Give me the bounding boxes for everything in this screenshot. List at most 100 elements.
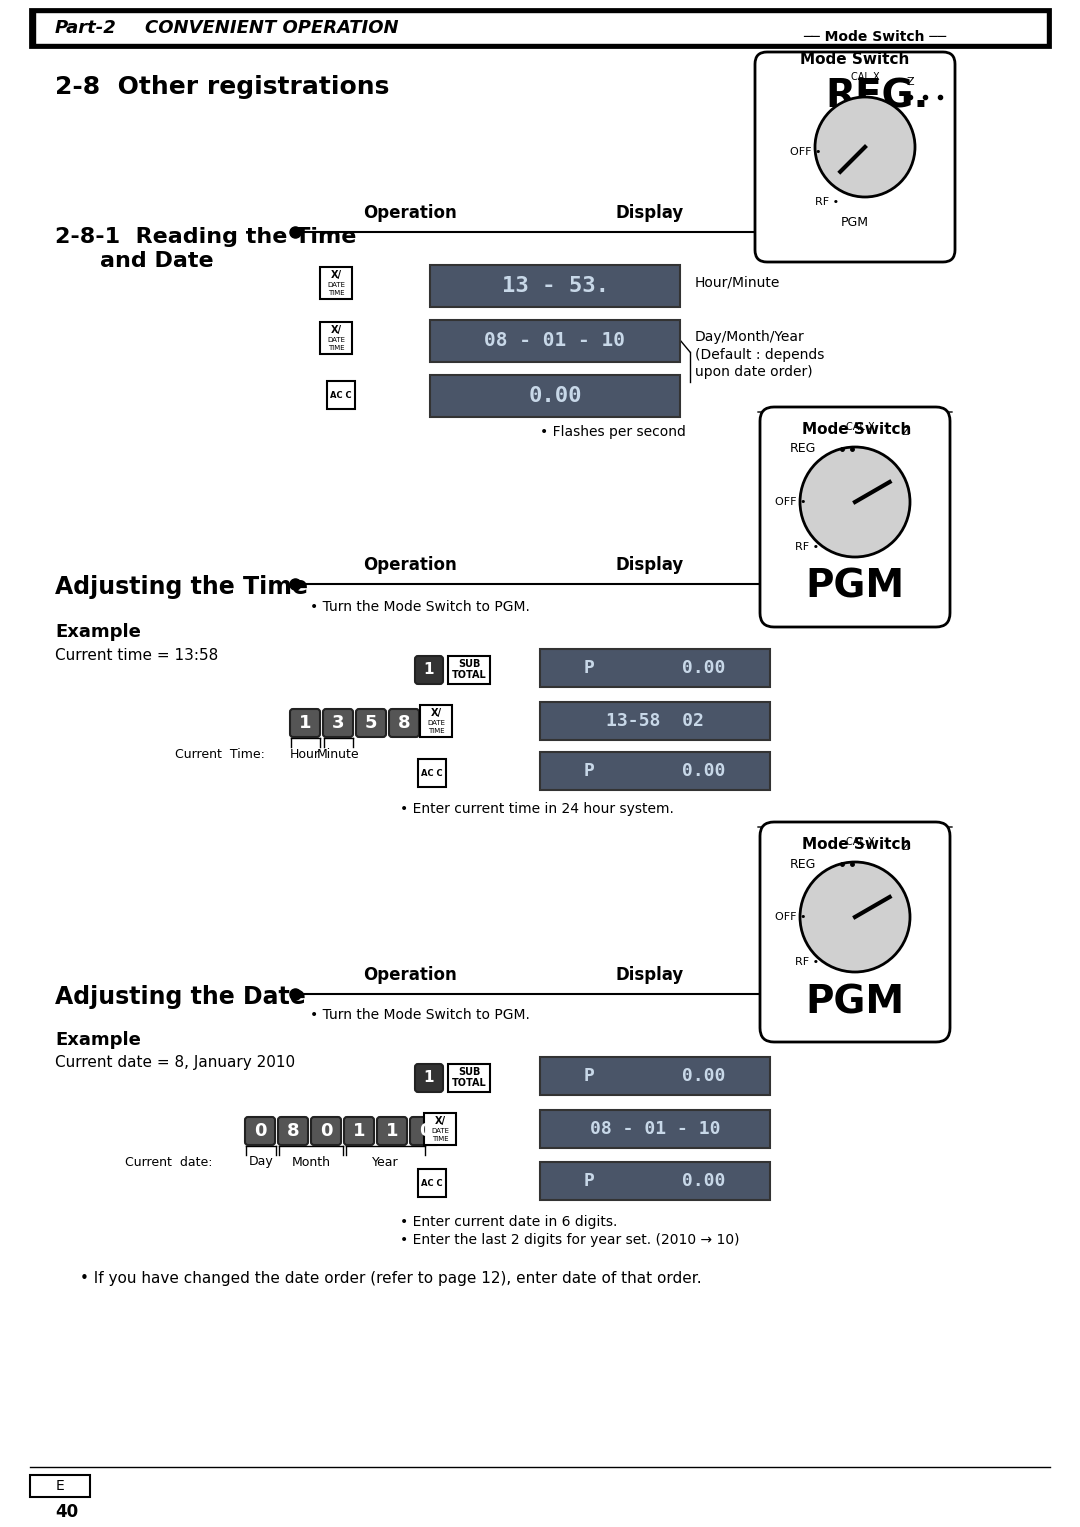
- Text: PGM: PGM: [841, 215, 869, 229]
- Text: Operation: Operation: [363, 967, 457, 983]
- Bar: [540, 1110, 770, 1148]
- Text: upon date order): upon date order): [696, 365, 812, 379]
- FancyBboxPatch shape: [410, 1116, 440, 1145]
- Text: Mode Switch: Mode Switch: [802, 421, 912, 437]
- Text: AC C: AC C: [330, 391, 352, 400]
- Text: (Default : depends: (Default : depends: [696, 348, 824, 362]
- Text: DATE: DATE: [427, 719, 445, 725]
- Text: DATE: DATE: [327, 336, 345, 342]
- Text: RF •: RF •: [815, 197, 839, 208]
- Text: 1: 1: [353, 1122, 365, 1141]
- Text: Example: Example: [55, 1031, 140, 1049]
- Text: REG.: REG.: [825, 78, 929, 116]
- Text: Display: Display: [616, 556, 684, 574]
- FancyBboxPatch shape: [415, 1064, 443, 1092]
- Text: AC C: AC C: [421, 768, 443, 777]
- Text: 3: 3: [332, 715, 345, 731]
- Text: 1: 1: [423, 1070, 434, 1086]
- Text: 2-8  Other registrations: 2-8 Other registrations: [55, 75, 390, 99]
- FancyBboxPatch shape: [415, 657, 443, 684]
- Text: 0.00: 0.00: [528, 386, 582, 406]
- Text: X/: X/: [434, 1116, 446, 1125]
- Bar: [35, 12, 1047, 44]
- Text: Year: Year: [372, 1156, 399, 1168]
- Bar: [540, 1162, 770, 1200]
- FancyBboxPatch shape: [356, 709, 386, 738]
- Text: ── Mode Switch ──: ── Mode Switch ──: [804, 31, 946, 44]
- Text: Hour: Hour: [291, 748, 320, 760]
- Bar: [424, 1113, 456, 1145]
- Text: Adjusting the Time: Adjusting the Time: [55, 576, 308, 599]
- Text: REG: REG: [789, 443, 816, 455]
- Text: DATE: DATE: [327, 281, 345, 287]
- Circle shape: [800, 447, 910, 557]
- Bar: [420, 705, 453, 738]
- Text: RF •: RF •: [795, 542, 819, 551]
- Bar: [320, 267, 352, 299]
- Circle shape: [800, 863, 910, 973]
- FancyBboxPatch shape: [291, 709, 320, 738]
- Bar: [540, 751, 770, 789]
- FancyBboxPatch shape: [311, 1116, 341, 1145]
- Text: • Flashes per second: • Flashes per second: [540, 425, 686, 438]
- Circle shape: [815, 98, 915, 197]
- Bar: [430, 266, 680, 307]
- Text: Part-2: Part-2: [55, 18, 117, 37]
- Text: • Enter current time in 24 hour system.: • Enter current time in 24 hour system.: [400, 802, 674, 815]
- Text: 1: 1: [423, 663, 434, 678]
- Text: P        0.00: P 0.00: [584, 660, 726, 676]
- FancyBboxPatch shape: [278, 1116, 308, 1145]
- Text: Display: Display: [616, 205, 684, 221]
- Text: Operation: Operation: [363, 556, 457, 574]
- Text: RF •: RF •: [795, 957, 819, 967]
- Text: CAL X: CAL X: [846, 421, 875, 432]
- Text: • Enter the last 2 digits for year set. (2010 → 10): • Enter the last 2 digits for year set. …: [400, 1232, 740, 1248]
- Text: DATE: DATE: [431, 1127, 449, 1133]
- FancyBboxPatch shape: [323, 709, 353, 738]
- Text: and Date: and Date: [100, 250, 214, 270]
- Text: CAL X: CAL X: [851, 72, 879, 82]
- Text: 1: 1: [386, 1122, 399, 1141]
- Text: 0: 0: [320, 1122, 333, 1141]
- Text: 8: 8: [286, 1122, 299, 1141]
- Bar: [430, 321, 680, 362]
- FancyBboxPatch shape: [760, 408, 950, 628]
- Text: Minute: Minute: [316, 748, 360, 760]
- Text: TIME: TIME: [327, 345, 345, 351]
- Text: 0: 0: [419, 1122, 431, 1141]
- Text: 08 - 01 - 10: 08 - 01 - 10: [590, 1119, 720, 1138]
- Text: Current date = 8, January 2010: Current date = 8, January 2010: [55, 1055, 295, 1070]
- Text: 08 - 01 - 10: 08 - 01 - 10: [485, 331, 625, 351]
- Text: PGM: PGM: [806, 983, 905, 1022]
- Text: OFF •: OFF •: [775, 912, 807, 922]
- Text: Current  Time:: Current Time:: [175, 748, 265, 760]
- Bar: [418, 759, 446, 786]
- Text: 8: 8: [397, 715, 410, 731]
- Text: X/: X/: [330, 325, 341, 334]
- Text: 0: 0: [254, 1122, 267, 1141]
- Text: SUB: SUB: [458, 1067, 481, 1077]
- Text: Example: Example: [55, 623, 140, 641]
- Text: 5: 5: [365, 715, 377, 731]
- Text: Day/Month/Year: Day/Month/Year: [696, 330, 805, 344]
- Text: • Turn the Mode Switch to PGM.: • Turn the Mode Switch to PGM.: [310, 600, 530, 614]
- Text: E: E: [56, 1480, 65, 1493]
- Text: TIME: TIME: [327, 290, 345, 296]
- Bar: [430, 376, 680, 417]
- Bar: [540, 702, 770, 741]
- Text: CAL X: CAL X: [846, 837, 875, 847]
- Text: Z: Z: [906, 76, 914, 87]
- Text: TOTAL: TOTAL: [451, 670, 486, 680]
- Text: Operation: Operation: [363, 205, 457, 221]
- Text: • If you have changed the date order (refer to page 12), enter date of that orde: • If you have changed the date order (re…: [80, 1272, 702, 1287]
- Bar: [540, 1057, 770, 1095]
- Text: Day: Day: [248, 1156, 273, 1168]
- Text: Adjusting the Date: Adjusting the Date: [55, 985, 306, 1009]
- Text: PGM: PGM: [806, 568, 905, 606]
- Text: 1: 1: [299, 715, 311, 731]
- Bar: [320, 322, 352, 354]
- Bar: [327, 382, 355, 409]
- Text: Display: Display: [616, 967, 684, 983]
- Text: TOTAL: TOTAL: [451, 1078, 486, 1089]
- Text: CONVENIENT OPERATION: CONVENIENT OPERATION: [145, 18, 399, 37]
